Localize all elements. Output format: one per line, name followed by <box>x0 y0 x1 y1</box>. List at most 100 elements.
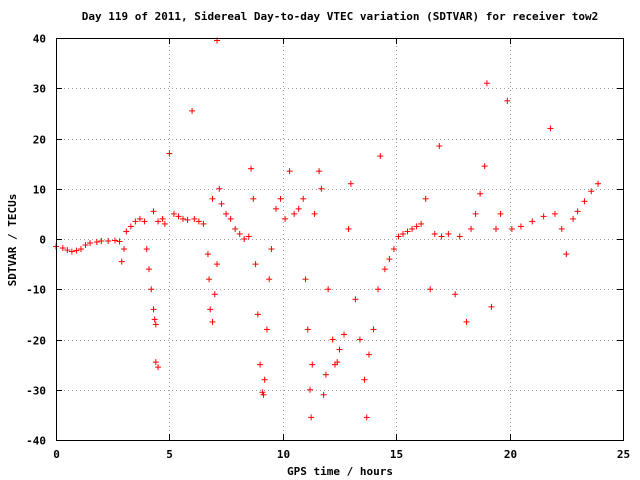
y-axis-label: SDTVAR / TECUs <box>6 194 19 287</box>
data-point <box>98 238 105 245</box>
data-point <box>529 218 536 225</box>
data-point <box>236 230 243 237</box>
data-point <box>245 233 252 240</box>
data-point <box>481 163 488 170</box>
data-point <box>356 336 363 343</box>
data-point <box>377 153 384 160</box>
data-point <box>136 215 143 222</box>
data-point <box>497 210 504 217</box>
data-point <box>252 261 259 268</box>
y-tick-label: 0 <box>39 234 46 247</box>
data-point <box>318 185 325 192</box>
data-point <box>472 210 479 217</box>
data-point <box>361 376 368 383</box>
y-tick-label: 30 <box>33 83 46 96</box>
data-point <box>155 218 162 225</box>
data-point <box>563 251 570 258</box>
data-point <box>111 237 118 244</box>
data-point <box>400 230 407 237</box>
grid-layer <box>56 38 623 440</box>
data-point <box>241 236 248 242</box>
data-point <box>148 286 155 293</box>
data-point <box>547 125 554 132</box>
data-point <box>311 210 318 217</box>
data-point <box>282 215 289 222</box>
data-point <box>272 205 279 212</box>
data-point <box>418 220 425 227</box>
data-point <box>152 321 159 328</box>
chart-title: Day 119 of 2011, Sidereal Day-to-day VTE… <box>82 10 599 23</box>
y-tick-label: 20 <box>33 134 46 147</box>
data-point <box>477 190 484 197</box>
data-point <box>214 261 221 268</box>
data-point <box>145 266 152 273</box>
data-point <box>141 218 148 225</box>
data-point <box>82 242 89 249</box>
data-point <box>123 228 130 235</box>
x-tick-label: 15 <box>390 448 403 461</box>
data-point <box>427 286 434 293</box>
data-point <box>180 215 187 222</box>
data-point <box>248 165 255 172</box>
data-point <box>254 311 261 318</box>
data-point <box>365 351 372 358</box>
data-point <box>166 150 173 157</box>
data-point <box>206 276 213 283</box>
data-point <box>286 168 293 175</box>
data-point <box>118 258 125 265</box>
data-point <box>263 326 270 333</box>
data-point <box>207 306 214 313</box>
data-point <box>150 306 157 313</box>
y-tick-label: -30 <box>26 385 46 398</box>
data-point <box>334 359 341 366</box>
data-point <box>64 247 71 254</box>
data-point <box>404 228 411 235</box>
y-tick-label: -10 <box>26 284 46 297</box>
data-point <box>492 225 499 232</box>
data-point <box>307 386 314 393</box>
data-point <box>261 376 268 383</box>
data-point <box>155 364 162 371</box>
data-point <box>570 215 577 222</box>
data-point <box>558 225 565 232</box>
data-point <box>308 414 315 421</box>
x-axis-label: GPS time / hours <box>287 465 393 478</box>
data-point <box>574 208 581 215</box>
data-point <box>216 185 223 192</box>
data-point <box>132 218 139 225</box>
y-tick-label: -20 <box>26 335 46 348</box>
data-point <box>175 213 182 220</box>
data-point <box>209 318 216 325</box>
data-point <box>152 359 159 366</box>
data-point <box>268 246 275 253</box>
data-point <box>259 389 266 396</box>
data-point <box>409 225 416 232</box>
data-point <box>116 238 123 245</box>
data-point <box>77 246 84 253</box>
data-point <box>325 286 332 293</box>
x-tick-label: 10 <box>277 448 290 461</box>
data-point <box>150 208 157 215</box>
data-point <box>68 248 75 255</box>
data-point <box>488 303 495 310</box>
data-point <box>295 205 302 212</box>
x-tick-label: 20 <box>504 448 517 461</box>
data-point <box>463 318 470 325</box>
data-point <box>581 198 588 205</box>
data-point <box>127 223 134 230</box>
data-point <box>73 247 80 254</box>
data-point <box>209 195 216 202</box>
data-point <box>445 230 452 237</box>
data-point <box>456 233 463 240</box>
data-point <box>191 215 198 222</box>
data-point <box>341 331 348 338</box>
data-point <box>483 80 490 87</box>
data-point <box>218 200 225 207</box>
data-point <box>302 276 309 283</box>
data-point <box>260 391 267 398</box>
data-point <box>345 225 352 232</box>
data-point <box>347 180 354 187</box>
data-point <box>232 225 239 232</box>
data-point <box>300 195 307 202</box>
data-point <box>227 215 234 222</box>
